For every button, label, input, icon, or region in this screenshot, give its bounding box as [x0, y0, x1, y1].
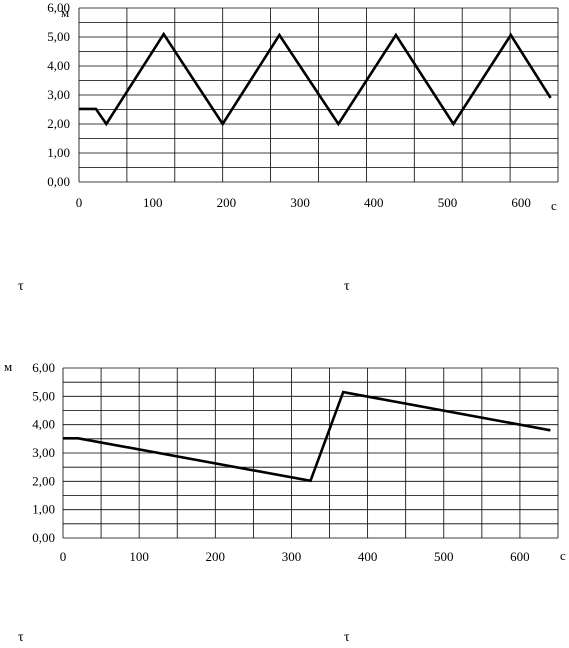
chart-bottom-x-unit: с [560, 548, 566, 563]
series-line [79, 31, 552, 127]
y-tick-label: 1,00 [47, 145, 70, 160]
x-tick-label: 300 [282, 549, 302, 564]
chart-top-note-right: τ [344, 279, 350, 294]
y-tick-label: 4,00 [47, 58, 70, 73]
x-tick-label: 600 [511, 195, 531, 210]
y-tick-label: 0,00 [32, 530, 55, 545]
chart-top-x-unit: с [551, 198, 557, 213]
x-tick-label: 200 [217, 195, 237, 210]
y-tick-label: 5,00 [47, 29, 70, 44]
y-tick-label: 5,00 [32, 388, 55, 403]
chart-top-series [79, 31, 552, 127]
chart-bottom-grid [62, 367, 559, 539]
chart-top-note-left: τ [18, 279, 24, 294]
x-tick-label: 300 [290, 195, 310, 210]
x-tick-label: 100 [143, 195, 163, 210]
x-tick-label: 400 [358, 549, 378, 564]
x-tick-label: 500 [438, 195, 458, 210]
y-tick-label: 0,00 [47, 174, 70, 189]
x-tick-label: 100 [129, 549, 149, 564]
chart-bottom: 0,00 1,00 2,00 3,00 4,00 5,00 6,00 0 100 200 300 40… [4, 359, 566, 645]
chart-bottom-y-unit: м [4, 359, 12, 374]
y-tick-label: 6,00 [32, 360, 55, 375]
y-tick-label: 4,00 [32, 417, 55, 432]
chart-bottom-note-right: τ [344, 630, 350, 645]
chart-bottom-note-left: τ [18, 630, 24, 645]
x-tick-label: 400 [364, 195, 384, 210]
x-tick-label: 500 [434, 549, 454, 564]
y-tick-label: 2,00 [32, 473, 55, 488]
chart-top-y-unit: м [61, 5, 69, 20]
x-tick-label: 600 [510, 549, 530, 564]
series-line [63, 390, 551, 483]
chart-top: 0,00 1,00 2,00 3,00 4,00 5,00 6,00 0 100 200 300 40… [18, 0, 559, 294]
y-tick-label: 3,00 [47, 87, 70, 102]
x-tick-label: 0 [76, 195, 83, 210]
y-tick-label: 3,00 [32, 445, 55, 460]
chart-bottom-ticks: 0,00 1,00 2,00 3,00 4,00 5,00 6,00 0 100 200 300 40… [32, 360, 529, 564]
y-tick-label: 2,00 [47, 116, 70, 131]
y-tick-label: 1,00 [32, 502, 55, 517]
chart-bottom-series [63, 390, 551, 483]
x-tick-label: 200 [206, 549, 226, 564]
y-tick-label: 6,00 [47, 0, 70, 15]
chart-top-ticks: 0,00 1,00 2,00 3,00 4,00 5,00 6,00 0 100 200 300 40… [47, 0, 531, 210]
x-tick-label: 0 [60, 549, 67, 564]
